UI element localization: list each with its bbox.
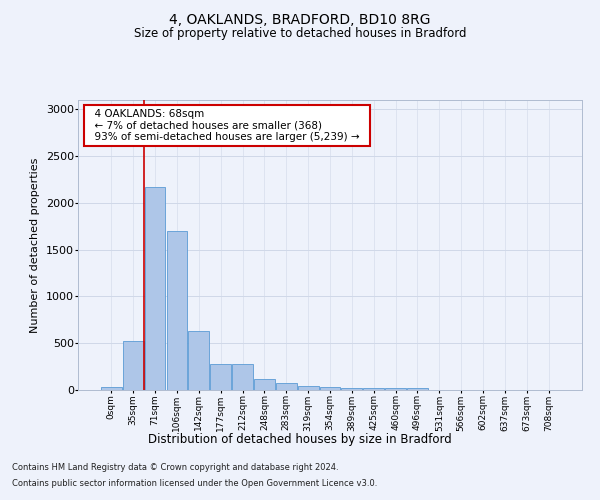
Bar [101, 387, 122, 390]
Bar [341, 388, 362, 390]
Y-axis label: Number of detached properties: Number of detached properties [30, 158, 40, 332]
Bar [298, 386, 319, 390]
Bar [188, 330, 209, 390]
Bar [167, 231, 187, 390]
Text: Distribution of detached houses by size in Bradford: Distribution of detached houses by size … [148, 432, 452, 446]
Bar [232, 364, 253, 390]
Text: Contains HM Land Registry data © Crown copyright and database right 2024.: Contains HM Land Registry data © Crown c… [12, 464, 338, 472]
Bar [123, 342, 143, 390]
Bar [254, 379, 275, 390]
Bar [364, 388, 384, 390]
Bar [385, 388, 406, 390]
Text: 4, OAKLANDS, BRADFORD, BD10 8RG: 4, OAKLANDS, BRADFORD, BD10 8RG [169, 12, 431, 26]
Bar [145, 187, 166, 390]
Bar [276, 384, 296, 390]
Text: 4 OAKLANDS: 68sqm  
  ← 7% of detached houses are smaller (368)  
  93% of semi-: 4 OAKLANDS: 68sqm ← 7% of detached house… [88, 108, 366, 142]
Text: Size of property relative to detached houses in Bradford: Size of property relative to detached ho… [134, 28, 466, 40]
Bar [210, 364, 231, 390]
Bar [407, 388, 428, 390]
Text: Contains public sector information licensed under the Open Government Licence v3: Contains public sector information licen… [12, 478, 377, 488]
Bar [320, 387, 340, 390]
